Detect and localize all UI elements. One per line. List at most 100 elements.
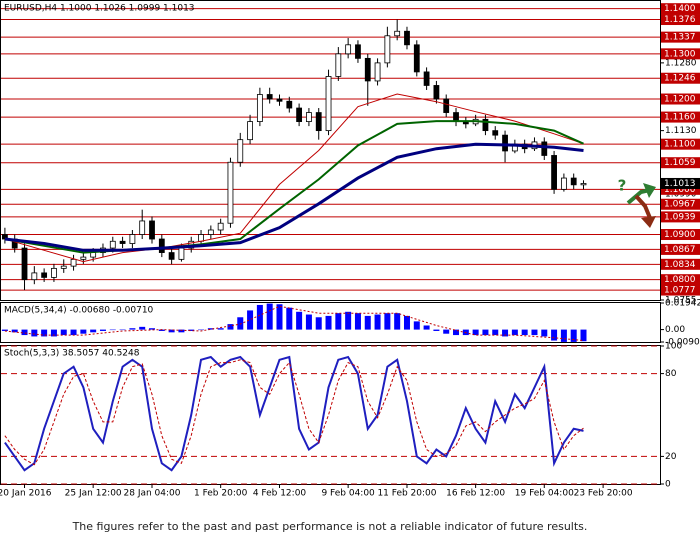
moving-average: [4, 142, 584, 252]
level-label-bg: [661, 93, 700, 105]
candle-body: [198, 234, 204, 242]
macd-bar: [472, 329, 479, 336]
level-label: 1.0800: [664, 275, 696, 285]
y-tick-label: 100: [665, 342, 682, 352]
candle-body: [541, 141, 548, 156]
down-arrow: [634, 194, 652, 219]
candle-body: [502, 134, 508, 152]
level-label-bg: [661, 229, 700, 241]
candle-body: [286, 100, 293, 109]
candle-body: [247, 121, 253, 141]
level-label-bg: [661, 198, 700, 210]
candle-body: [129, 234, 136, 244]
macd-bar: [1, 329, 8, 331]
level-label: 1.1000: [664, 185, 696, 195]
candle-body: [433, 85, 440, 100]
macd-bar: [374, 314, 381, 330]
y-tick-label: 0.01942: [665, 299, 700, 309]
candle-body: [90, 252, 97, 258]
candle-body: [364, 57, 371, 82]
level-label: 1.1300: [664, 49, 696, 59]
macd-bar: [50, 329, 57, 337]
macd-bar: [443, 329, 450, 334]
x-tick-label: 28 Jan 04:00: [124, 489, 181, 499]
stoch-panel: [0, 345, 661, 485]
macd-bar: [247, 310, 254, 330]
level-label-bg: [661, 157, 700, 169]
candle-body: [355, 44, 361, 59]
macd-bar: [217, 328, 224, 330]
last-price: 1.1013: [664, 179, 696, 189]
level-label-bg: [661, 72, 700, 84]
candle-body: [109, 240, 116, 249]
macd-bar: [453, 329, 460, 336]
x-tick-label: 16 Feb 12:00: [446, 489, 505, 499]
macd-bar: [178, 329, 185, 333]
y-tick-label: 0: [665, 480, 671, 490]
x-tick-label: 11 Feb 20:00: [377, 489, 436, 499]
macd-bar: [188, 329, 195, 331]
candle-body: [325, 76, 332, 132]
level-label-bg: [661, 14, 700, 26]
level-label: 1.0834: [664, 260, 696, 270]
macd-bar: [41, 329, 48, 337]
macd-bar: [492, 329, 499, 336]
candle-body: [60, 265, 67, 269]
annotation: ?: [618, 177, 627, 195]
macd-bar: [31, 329, 38, 337]
macd-bar: [227, 324, 234, 330]
y-tick-label: -0.00906: [665, 338, 700, 348]
macd-bar: [119, 329, 126, 331]
candle-body: [207, 229, 214, 235]
macd-bar: [237, 317, 244, 330]
stoch-line: [4, 355, 584, 472]
macd-bar: [276, 304, 283, 330]
macd-bar: [423, 325, 430, 330]
macd-bar: [21, 329, 28, 336]
candle-body: [51, 267, 57, 278]
macd-bar: [482, 329, 489, 336]
level-label-bg: [661, 3, 700, 15]
macd-bar: [296, 311, 303, 330]
y-tick-label: 1.0755: [665, 296, 697, 306]
level-label: 1.1160: [664, 113, 696, 123]
macd-bar: [413, 321, 420, 330]
x-tick-label: 23 Feb 20:00: [574, 489, 633, 499]
macd-bar: [256, 304, 263, 330]
macd-bar: [266, 303, 273, 330]
macd-bar: [384, 313, 391, 330]
macd-bar: [560, 329, 567, 342]
candle-body: [149, 220, 155, 240]
level-label-bg: [661, 183, 700, 195]
macd-bar: [80, 329, 87, 334]
candle-body: [560, 177, 567, 190]
macd-bar: [364, 315, 371, 330]
level-label: 1.0967: [664, 200, 696, 210]
macd-bar: [139, 326, 146, 330]
candle-body: [139, 220, 146, 235]
level-label: 1.0867: [664, 245, 696, 255]
macd-bar: [521, 329, 528, 336]
candle-body: [266, 94, 273, 100]
candle-body: [296, 107, 303, 122]
main-title: EURUSD,H4 1.1000 1.1026 1.0999 1.1013: [4, 4, 195, 14]
macd-bar: [570, 329, 577, 342]
candle-body: [404, 30, 410, 46]
level-label: 1.0939: [664, 212, 696, 222]
candle-body: [423, 71, 430, 86]
x-tick-label: 19 Feb 04:00: [515, 489, 574, 499]
level-label: 1.1200: [664, 95, 696, 105]
last-price-bg: [661, 177, 700, 189]
macd-bar: [60, 329, 67, 336]
macd-bar: [207, 328, 214, 330]
candle-body: [31, 272, 38, 281]
candle-body: [492, 130, 499, 136]
level-label: 1.1100: [664, 140, 696, 150]
macd-bar: [168, 329, 175, 333]
candle-body: [570, 177, 577, 186]
level-label-bg: [661, 284, 700, 296]
macd-bar: [335, 313, 342, 330]
macd-bar: [11, 329, 18, 333]
level-label-bg: [661, 243, 700, 255]
